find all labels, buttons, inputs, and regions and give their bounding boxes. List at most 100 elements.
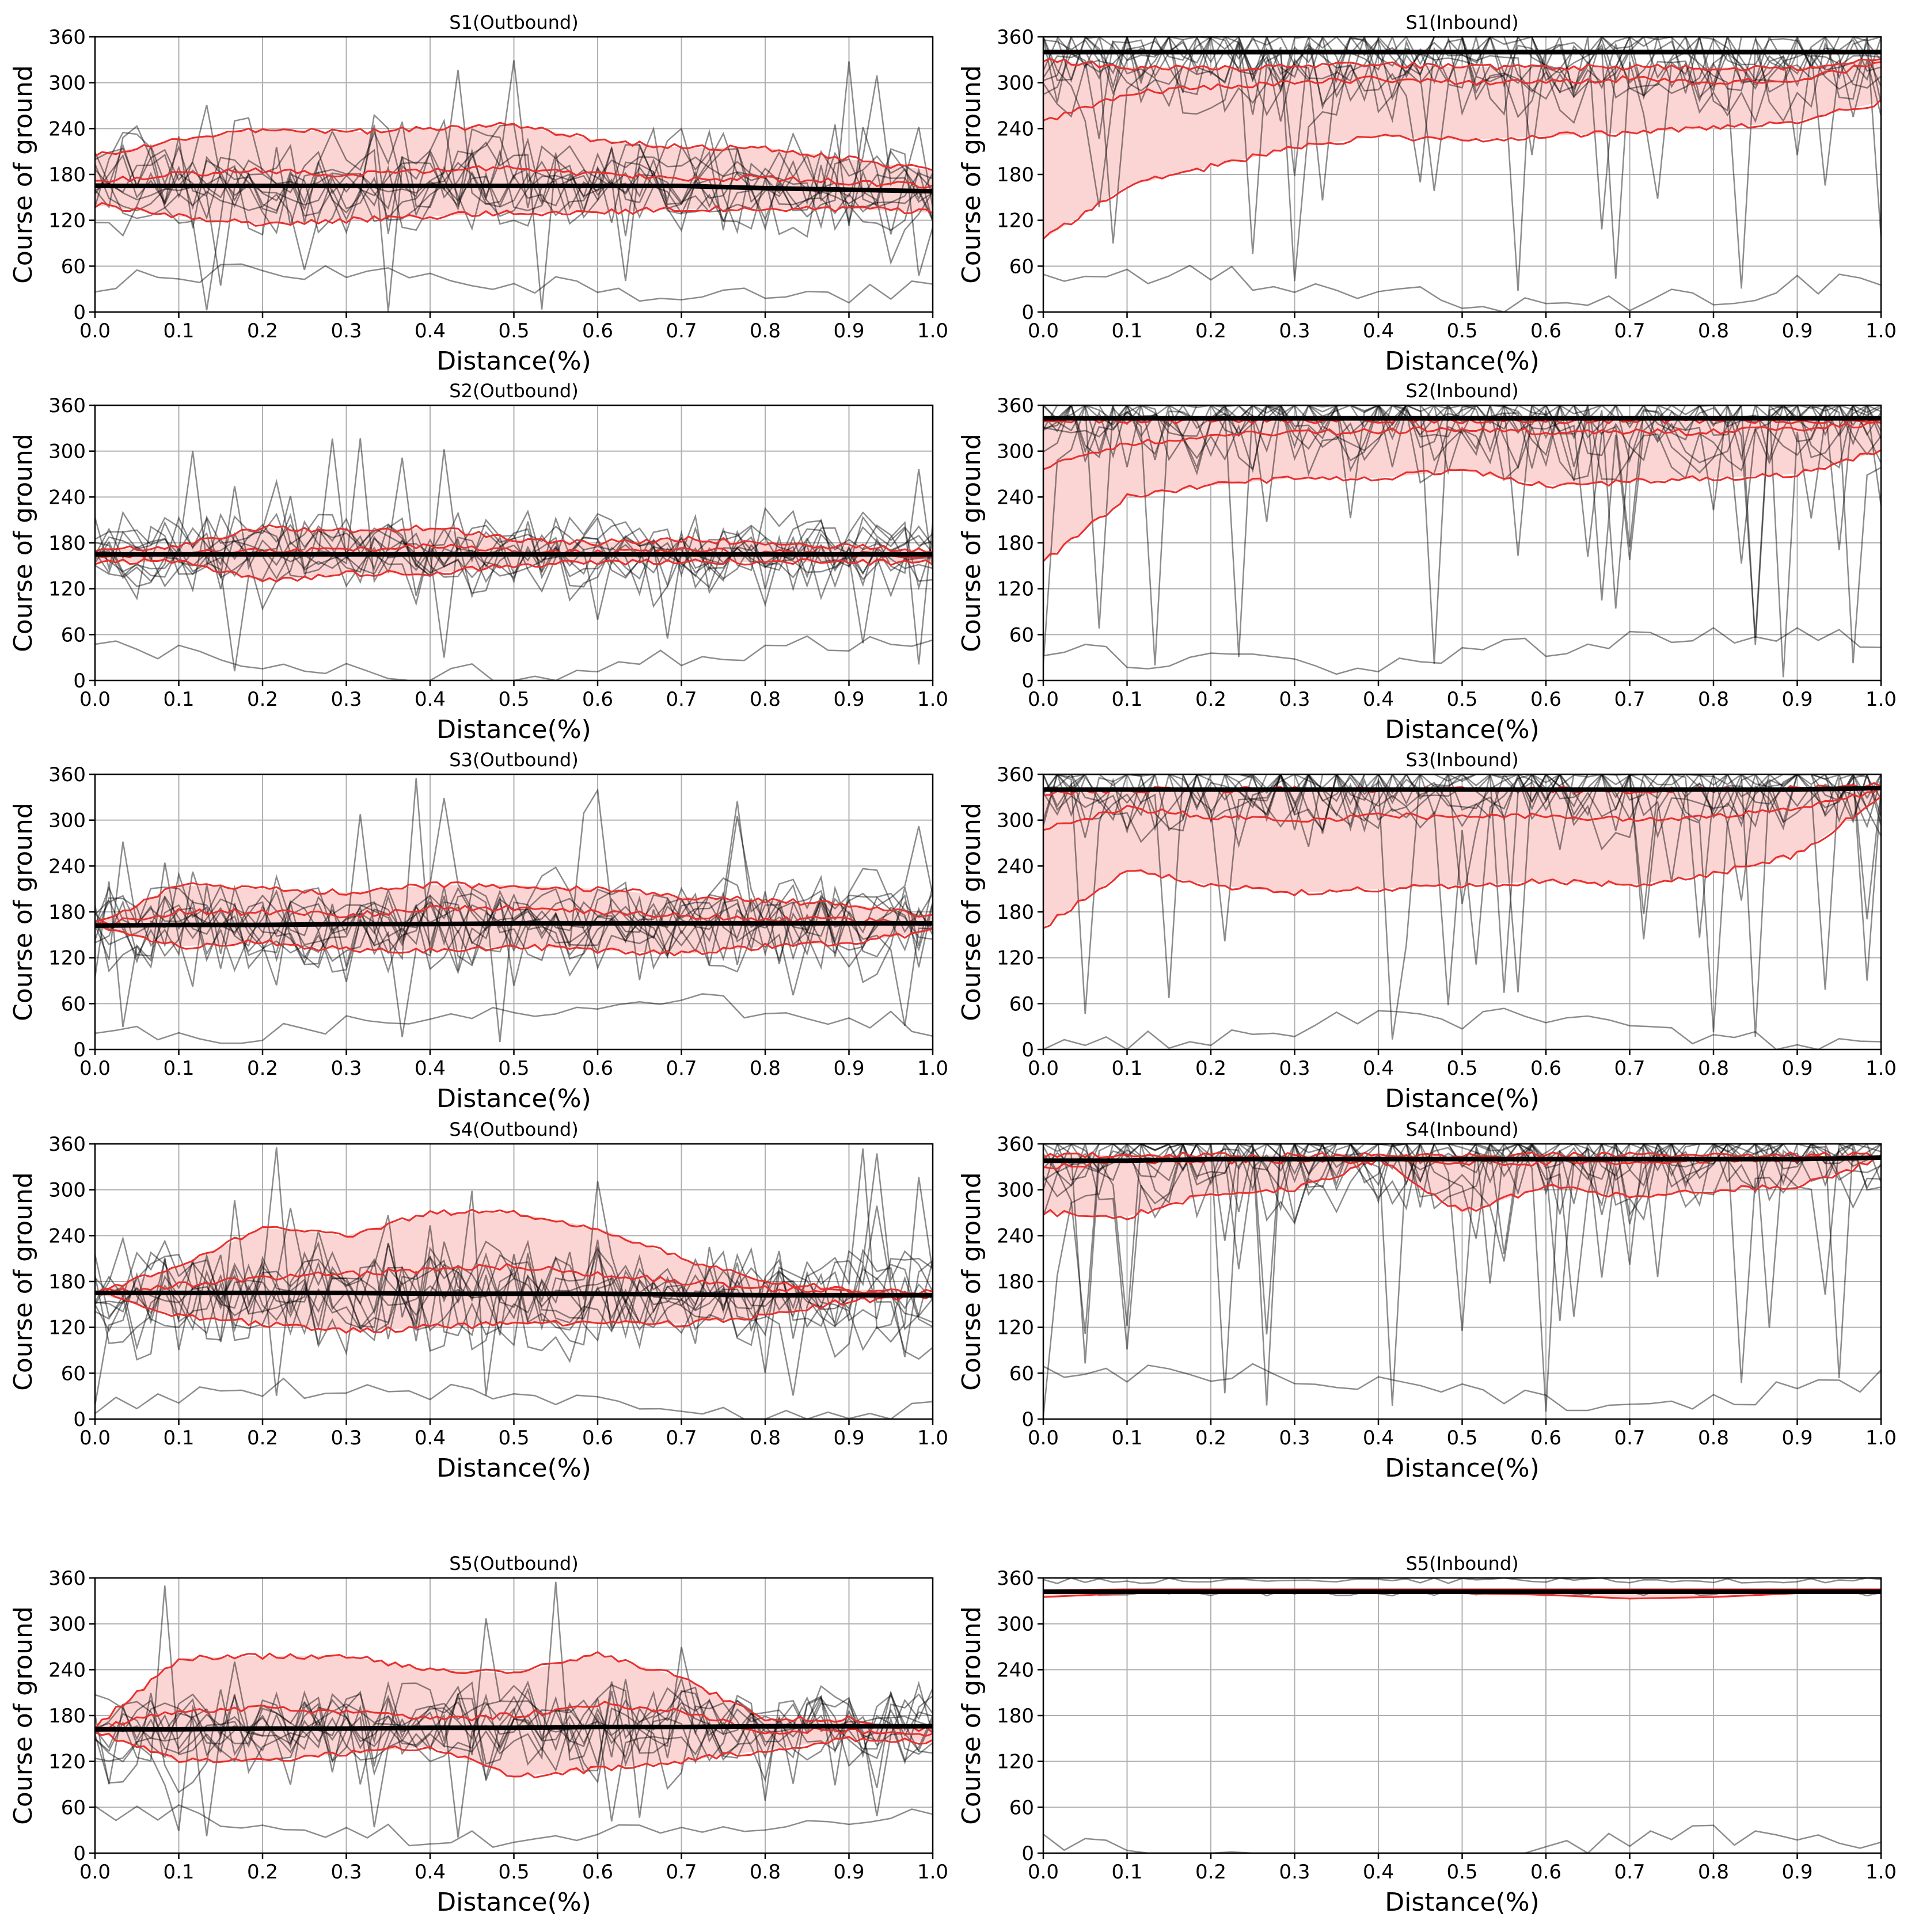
x-axis-label: Distance(%)	[1385, 715, 1540, 744]
x-tick-label: 0.1	[1111, 320, 1142, 343]
trajectory-line	[95, 778, 933, 1028]
trajectory-line	[1043, 627, 1881, 675]
panel-title: S1(Inbound)	[1405, 12, 1518, 33]
mean-line	[1043, 1155, 1881, 1163]
x-tick-label: 0.5	[498, 1861, 529, 1884]
x-tick-label: 0.4	[415, 320, 446, 343]
band-lower-line	[1043, 796, 1881, 929]
x-tick-label: 0.7	[1614, 1057, 1645, 1080]
x-tick-label: 0.4	[1363, 320, 1394, 343]
band-area	[95, 1654, 933, 1777]
y-tick-label: 360	[48, 26, 86, 49]
trajectory-line	[1043, 774, 1881, 990]
panel-title: S5(Outbound)	[449, 1553, 578, 1574]
x-tick-label: 0.5	[1446, 688, 1477, 711]
band-upper-line	[95, 881, 933, 923]
x-axis-label: Distance(%)	[436, 1888, 591, 1917]
mean-line	[95, 1724, 933, 1732]
trajectory-line	[1043, 37, 1881, 281]
panel-2: 0 60 120 180 240 300 360 0.0 0.1 0.2 0.3 0.4 0.5 0.6 0…	[957, 12, 1897, 376]
x-tick-label: 0.4	[1363, 1427, 1394, 1450]
x-tick-label: 0.3	[330, 688, 362, 711]
x-axis-label: Distance(%)	[1385, 1084, 1540, 1113]
x-tick-label: 0.0	[79, 1427, 111, 1450]
x-tick-label: 0.9	[1781, 688, 1813, 711]
x-tick-label: 0.0	[1028, 320, 1059, 343]
trajectory-line	[1043, 37, 1881, 116]
trajectory-line	[95, 1661, 933, 1765]
y-axis-label: Course of ground	[9, 433, 38, 652]
x-tick-label: 0.8	[1698, 1057, 1729, 1080]
panel-title: S5(Inbound)	[1405, 1553, 1518, 1574]
x-tick-label: 0.7	[666, 320, 697, 343]
x-tick-label: 0.4	[1363, 1861, 1394, 1884]
y-tick-label: 360	[48, 1567, 86, 1590]
band-middle-line	[1043, 786, 1881, 831]
trajectory-line	[1043, 405, 1881, 678]
band-lower-line	[1043, 449, 1881, 562]
x-tick-label: 0.1	[1111, 688, 1142, 711]
y-tick-label: 180	[48, 1705, 86, 1728]
x-tick-label: 0.5	[1446, 1427, 1477, 1450]
trajectory-line	[1043, 37, 1881, 155]
x-tick-label: 0.2	[247, 688, 278, 711]
x-tick-label: 0.5	[498, 688, 529, 711]
trajectory-line	[1043, 1144, 1881, 1406]
x-tick-label: 0.4	[415, 1861, 446, 1884]
trajectory-line	[1043, 37, 1881, 201]
x-tick-label: 0.4	[1363, 688, 1394, 711]
trajectory-line	[1043, 774, 1881, 1014]
trajectory-line	[95, 635, 933, 680]
x-tick-label: 0.6	[1530, 1427, 1561, 1450]
trajectory-line	[95, 1646, 933, 1838]
x-tick-label: 0.6	[582, 1427, 613, 1450]
x-tick-label: 0.6	[582, 688, 613, 711]
x-tick-label: 0.1	[163, 320, 194, 343]
x-tick-label: 0.7	[666, 1861, 697, 1884]
y-tick-label: 60	[1009, 1796, 1034, 1819]
x-tick-label: 0.0	[79, 320, 111, 343]
y-tick-label: 180	[997, 163, 1034, 187]
trajectory-line	[1043, 774, 1881, 832]
x-tick-label: 0.8	[1698, 1861, 1729, 1884]
x-tick-label: 1.0	[1865, 1057, 1897, 1080]
y-axis-label: Course of ground	[957, 65, 986, 284]
x-tick-label: 0.7	[1614, 320, 1645, 343]
y-tick-label: 120	[997, 578, 1034, 601]
band-lower-line	[1043, 98, 1881, 240]
x-tick-label: 0.2	[1195, 320, 1226, 343]
band-area	[1043, 420, 1881, 562]
trajectory-line	[95, 884, 933, 1037]
x-tick-label: 0.3	[1279, 1861, 1310, 1884]
trajectory-line	[95, 1804, 933, 1848]
y-tick-label: 240	[997, 1224, 1034, 1248]
y-tick-label: 300	[997, 1613, 1034, 1636]
trajectory-line	[95, 1680, 933, 1831]
x-tick-label: 0.0	[1028, 688, 1059, 711]
x-tick-label: 0.6	[1530, 1057, 1561, 1080]
x-tick-label: 1.0	[917, 1057, 948, 1080]
trajectory-line	[95, 449, 933, 672]
y-tick-label: 60	[61, 1796, 86, 1819]
y-tick-label: 360	[997, 1567, 1034, 1590]
x-tick-label: 0.3	[330, 1427, 362, 1450]
band-lower-line	[95, 1731, 933, 1779]
y-tick-label: 300	[48, 1179, 86, 1202]
panel-3: 0 60 120 180 240 300 360 0.0 0.1 0.2 0.3 0.4 0.5 0.6 0…	[9, 380, 948, 744]
trajectory-line	[95, 535, 933, 580]
x-tick-label: 0.3	[330, 1861, 362, 1884]
x-tick-label: 0.5	[1446, 320, 1477, 343]
x-tick-label: 0.2	[1195, 1057, 1226, 1080]
x-tick-label: 0.3	[330, 1057, 362, 1080]
x-tick-label: 0.2	[247, 1861, 278, 1884]
band-middle-line	[1043, 421, 1881, 470]
y-tick-label: 0	[73, 1408, 86, 1431]
band-middle-line	[1043, 61, 1881, 121]
x-tick-label: 0.6	[582, 1057, 613, 1080]
trajectory-line	[95, 1684, 933, 1836]
x-tick-label: 0.4	[415, 688, 446, 711]
y-tick-label: 300	[997, 72, 1034, 95]
trajectory-line	[95, 1177, 933, 1406]
y-tick-label: 180	[997, 1705, 1034, 1728]
trajectory-line	[1043, 37, 1881, 279]
